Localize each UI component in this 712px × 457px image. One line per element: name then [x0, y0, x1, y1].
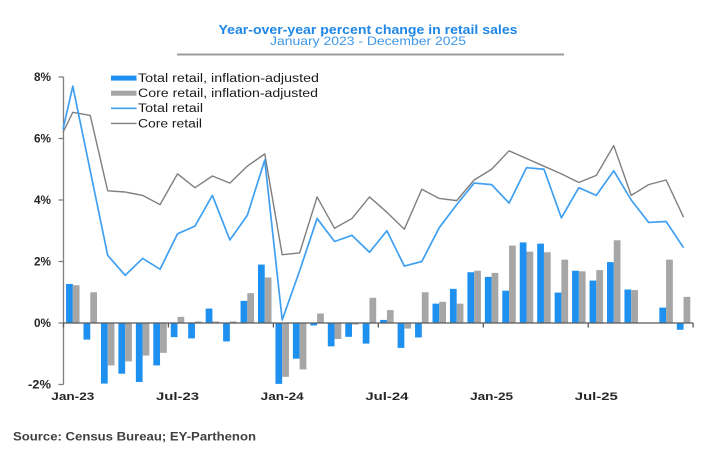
svg-text:4%: 4%	[34, 195, 51, 207]
svg-text:-2%: -2%	[28, 380, 51, 392]
svg-text:Core retail, inflation-adjuste: Core retail, inflation-adjusted	[138, 88, 318, 100]
svg-text:January 2023 - December 2025: January 2023 - December 2025	[270, 34, 466, 48]
svg-text:2%: 2%	[34, 257, 51, 269]
svg-text:8%: 8%	[34, 72, 51, 84]
svg-text:Jul-24: Jul-24	[365, 391, 409, 403]
svg-text:Total retail, inflation-adjust: Total retail, inflation-adjusted	[138, 73, 319, 85]
svg-text:Jan-25: Jan-25	[470, 391, 513, 403]
svg-text:0%: 0%	[34, 318, 51, 330]
svg-text:Jul-23: Jul-23	[156, 391, 199, 403]
svg-text:Year-over-year percent change: Year-over-year percent change in retail …	[219, 23, 518, 37]
svg-text:Source: Census Bureau; EY-Part: Source: Census Bureau; EY-Parthenon	[13, 432, 256, 444]
svg-text:Core retail: Core retail	[138, 118, 202, 130]
svg-text:Jan-24: Jan-24	[261, 391, 305, 403]
svg-text:Total retail: Total retail	[138, 103, 203, 115]
svg-text:Jul-25: Jul-25	[575, 391, 618, 403]
svg-text:Jan-23: Jan-23	[51, 391, 94, 403]
svg-text:6%: 6%	[34, 134, 51, 146]
